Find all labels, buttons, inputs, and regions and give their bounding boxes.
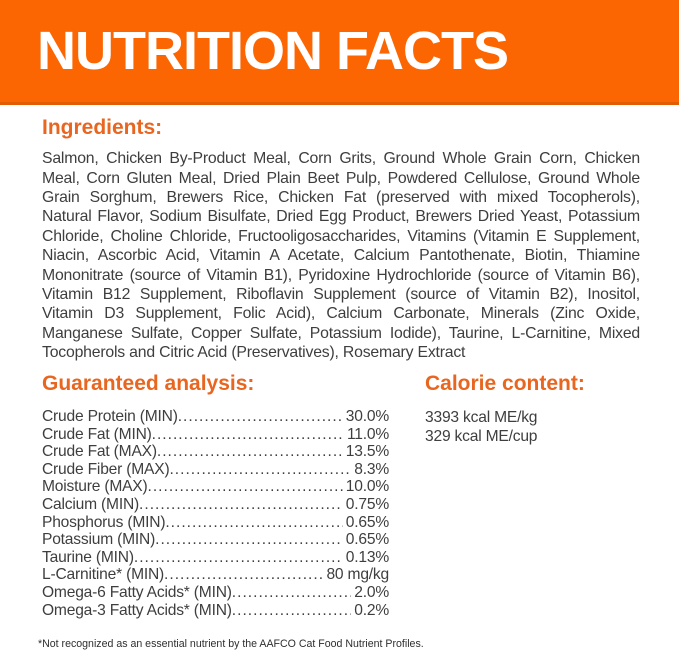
ingredients-text: Salmon, Chicken By-Product Meal, Corn Gr… — [42, 150, 640, 362]
analysis-row: Crude Protein (MIN) 30.0% — [42, 408, 389, 426]
analysis-row: Omega-3 Fatty Acids* (MIN) 0.2% — [42, 602, 389, 620]
calorie-line-kg: 3393 kcal ME/kg — [425, 409, 538, 427]
analysis-row: Taurine (MIN) 0.13% — [42, 549, 389, 567]
analysis-label: Potassium (MIN) — [42, 531, 156, 549]
analysis-value: 10.0% — [345, 478, 389, 496]
footnote: *Not recognized as an essential nutrient… — [38, 638, 424, 650]
guaranteed-analysis-section: Guaranteed analysis: Crude Protein (MIN)… — [42, 372, 389, 619]
analysis-label: Crude Fat (MAX) — [42, 443, 157, 461]
calorie-line-cup: 329 kcal ME/cup — [425, 428, 538, 446]
analysis-value: 0.75% — [345, 496, 389, 514]
analysis-row: Crude Fat (MIN) 11.0% — [42, 426, 389, 444]
dot-leader — [134, 549, 343, 565]
dot-leader — [155, 531, 343, 547]
analysis-label: Taurine (MIN) — [42, 548, 134, 566]
calorie-content-heading: Calorie content: — [425, 372, 585, 395]
dot-leader — [232, 602, 351, 618]
ingredients-section: Ingredients: Salmon, Chicken By-Product … — [42, 116, 640, 363]
calorie-content-section: Calorie content: 3393 kcal ME/kg 329 kca… — [425, 372, 659, 446]
analysis-label: Crude Protein (MIN) — [42, 408, 178, 426]
analysis-label: Omega-6 Fatty Acids* (MIN) — [42, 584, 232, 602]
analysis-label: Calcium (MIN) — [42, 496, 140, 514]
analysis-row: Phosphorus (MIN) 0.65% — [42, 514, 389, 532]
dot-leader — [139, 496, 343, 512]
dot-leader — [148, 478, 343, 494]
page-title: NUTRITION FACTS — [37, 21, 509, 81]
analysis-value: 13.5% — [345, 443, 389, 461]
analysis-row: Calcium (MIN) 0.75% — [42, 496, 389, 514]
analysis-value: 30.0% — [345, 408, 389, 426]
analysis-row: L-Carnitine* (MIN) 80 mg/kg — [42, 566, 389, 584]
analysis-row: Crude Fat (MAX) 13.5% — [42, 443, 389, 461]
analysis-row: Moisture (MAX) 10.0% — [42, 478, 389, 496]
dot-leader — [157, 443, 343, 459]
dot-leader — [232, 584, 351, 600]
analysis-row: Omega-6 Fatty Acids* (MIN) 2.0% — [42, 584, 389, 602]
analysis-value: 2.0% — [354, 584, 389, 602]
calorie-lines: 3393 kcal ME/kg 329 kcal ME/cup — [425, 408, 659, 446]
analysis-value: 8.3% — [354, 460, 389, 478]
analysis-value: 80 mg/kg — [326, 566, 389, 584]
analysis-value: 0.2% — [354, 601, 389, 619]
dot-leader — [152, 426, 344, 442]
analysis-label: Phosphorus (MIN) — [42, 513, 166, 531]
dot-leader — [164, 566, 323, 582]
guaranteed-analysis-table: Crude Protein (MIN) 30.0% Crude Fat (MIN… — [42, 408, 389, 619]
analysis-label: Crude Fiber (MAX) — [42, 460, 170, 478]
analysis-label: Moisture (MAX) — [42, 478, 148, 496]
dot-leader — [165, 514, 342, 530]
analysis-row: Potassium (MIN) 0.65% — [42, 531, 389, 549]
analysis-row: Crude Fiber (MAX) 8.3% — [42, 461, 389, 479]
dot-leader — [178, 408, 343, 424]
guaranteed-analysis-heading: Guaranteed analysis: — [42, 372, 255, 395]
analysis-label: Omega-3 Fatty Acids* (MIN) — [42, 601, 232, 619]
analysis-value: 0.65% — [345, 531, 389, 549]
analysis-label: L-Carnitine* (MIN) — [42, 566, 165, 584]
analysis-label: Crude Fat (MIN) — [42, 425, 152, 443]
analysis-value: 0.65% — [345, 513, 389, 531]
analysis-value: 11.0% — [346, 425, 389, 443]
nutrition-facts-banner: NUTRITION FACTS — [0, 0, 679, 105]
ingredients-heading: Ingredients: — [42, 116, 163, 139]
analysis-value: 0.13% — [345, 548, 389, 566]
dot-leader — [169, 461, 351, 477]
